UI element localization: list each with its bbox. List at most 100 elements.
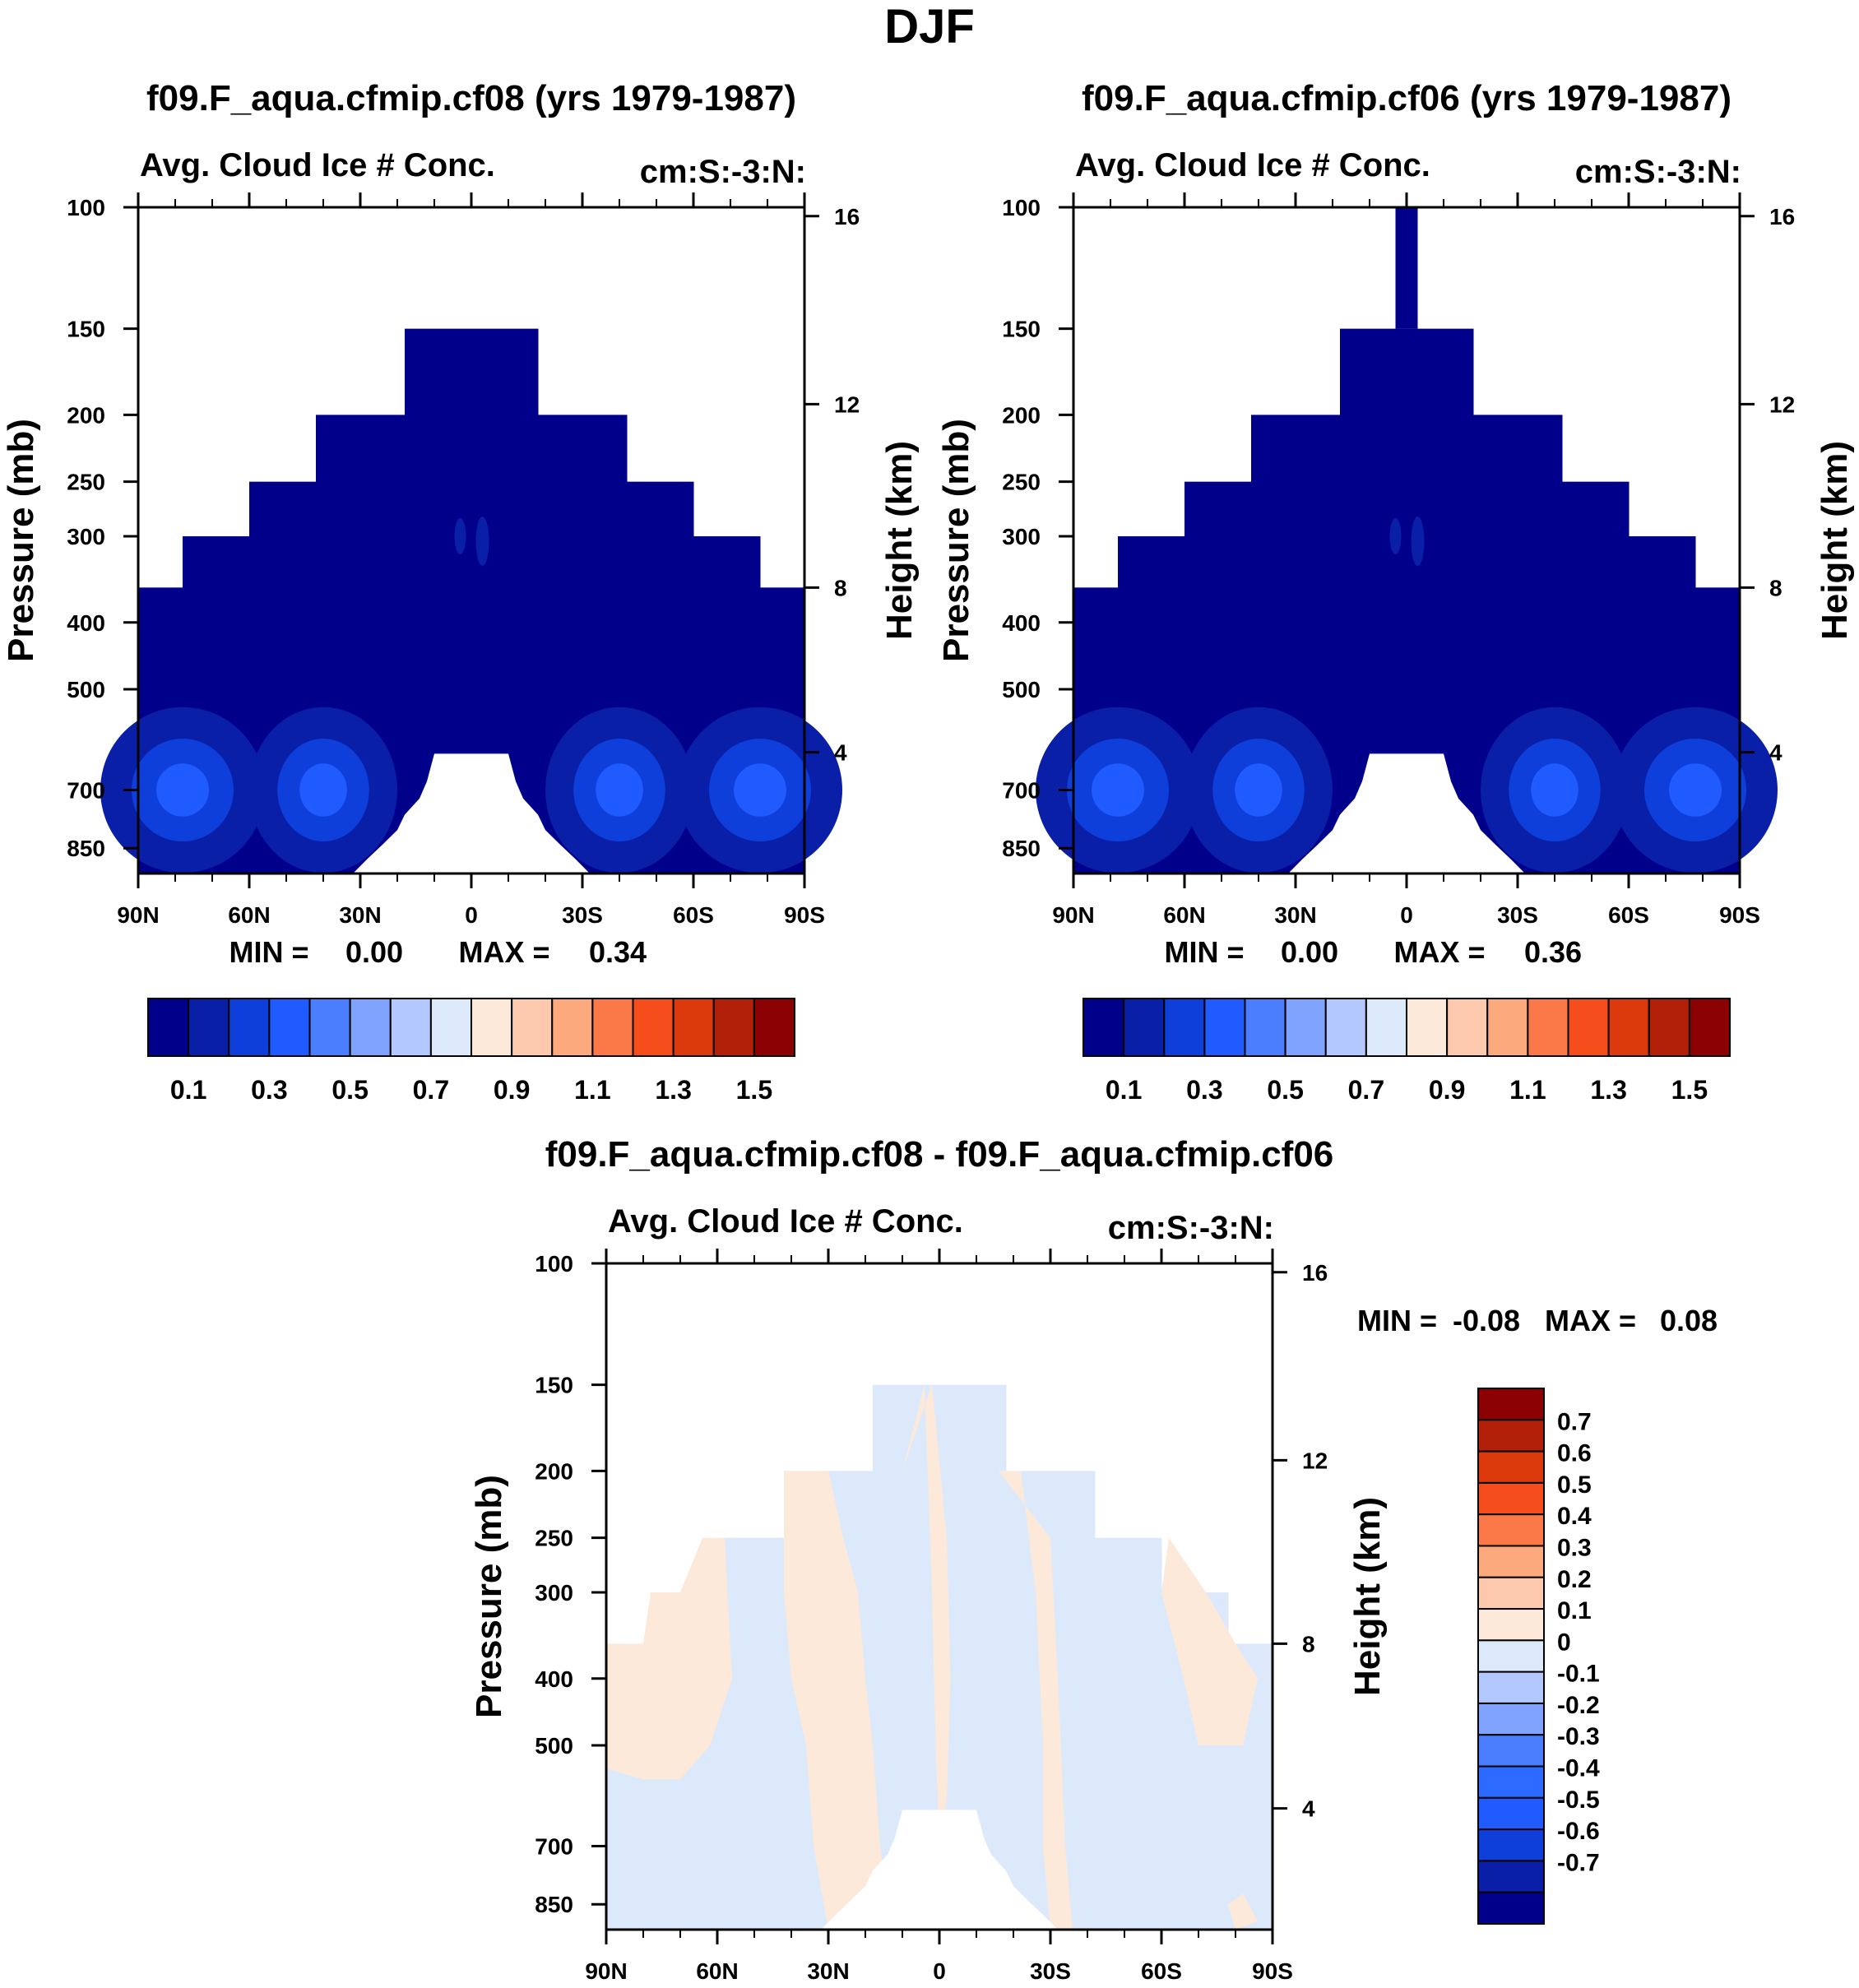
colorbar-label: 0.7 <box>1348 1075 1384 1105</box>
colorbar-swatch <box>1477 1765 1545 1799</box>
colorbar-label: 0.3 <box>1557 1534 1592 1561</box>
missing-data-region <box>821 1810 1058 1930</box>
colorbar-swatch <box>1477 1702 1545 1736</box>
stat-max-value: 0.36 <box>1524 935 1582 969</box>
colorbar-label: -0.6 <box>1557 1818 1600 1845</box>
missing-data-region <box>1288 753 1525 874</box>
x-tick-label: 30N <box>1274 902 1316 928</box>
x-tick-label: 90S <box>784 902 825 928</box>
y-right-tick-label: 8 <box>1302 1631 1315 1657</box>
field-contour <box>734 763 786 817</box>
colorbar-label: 0.4 <box>1557 1503 1592 1530</box>
x-tick-label: 90S <box>1719 902 1760 928</box>
colorbar-label: 1.1 <box>1509 1075 1546 1105</box>
colorbar-label: 0.1 <box>1557 1597 1592 1624</box>
field-region <box>1095 1537 1162 1930</box>
colorbar-swatch <box>1284 998 1327 1057</box>
chart-panel-3: f09.F_aqua.cfmip.cf08 - f09.F_aqua.cfmip… <box>469 1134 1718 1984</box>
colorbar-swatch <box>188 998 230 1057</box>
x-tick-label: 90N <box>117 902 159 928</box>
x-tick-label: 0 <box>465 902 478 928</box>
colorbar-label: 0.7 <box>1557 1408 1592 1435</box>
colorbar-swatch <box>1477 1513 1545 1547</box>
colorbar-swatch <box>1477 1860 1545 1893</box>
y-tick-label: 300 <box>67 524 105 549</box>
colorbar-swatch <box>551 998 594 1057</box>
colorbar-swatch <box>1477 1671 1545 1704</box>
colorbar-swatch <box>591 998 634 1057</box>
chart-subtitle-right: cm:S:-3:N: <box>1108 1210 1274 1246</box>
x-tick-label: 30S <box>1497 902 1538 928</box>
colorbar-label: -0.4 <box>1557 1755 1600 1782</box>
y-tick-label: 500 <box>535 1733 573 1759</box>
y-tick-label: 200 <box>67 402 105 428</box>
y-tick-label: 150 <box>67 317 105 342</box>
colorbar-swatch <box>1244 998 1286 1057</box>
chart-title: f09.F_aqua.cfmip.cf06 (yrs 1979-1987) <box>1082 78 1732 118</box>
colorbar-label: 0.9 <box>494 1075 530 1105</box>
y-right-tick-label: 4 <box>1302 1796 1315 1822</box>
field-plot <box>606 1384 1273 1930</box>
colorbar-swatch <box>268 998 311 1057</box>
x-tick-label: 0 <box>933 1958 946 1984</box>
colorbar-swatch <box>1477 1608 1545 1642</box>
colorbar-swatch <box>1486 998 1529 1057</box>
y-right-tick-label: 12 <box>834 392 860 417</box>
field-contour <box>1235 763 1282 817</box>
colorbar-label: 0.2 <box>1557 1566 1592 1593</box>
colorbar-swatch <box>1477 1481 1545 1516</box>
stat-min-value: -0.08 <box>1453 1304 1520 1337</box>
colorbar-swatch <box>349 998 392 1057</box>
colorbar-label: 1.3 <box>1590 1075 1626 1105</box>
colorbar-label: 0.7 <box>413 1075 449 1105</box>
stat-max-label: MAX = <box>1393 935 1485 969</box>
field-contour <box>606 1537 732 1780</box>
colorbar-swatch <box>1123 998 1166 1057</box>
colorbar-swatch <box>1406 998 1449 1057</box>
stat-min-label: MIN = <box>1164 935 1244 969</box>
colorbar-swatch <box>1477 1891 1545 1925</box>
y-tick-label: 400 <box>1002 610 1041 636</box>
stat-max-value: 0.08 <box>1660 1304 1718 1337</box>
colorbar-label: -0.1 <box>1557 1661 1600 1688</box>
chart-panel-1: f09.F_aqua.cfmip.cf08 (yrs 1979-1987) Avg… <box>1 78 920 1105</box>
colorbar-swatch <box>1477 1639 1545 1673</box>
chart-subtitle-left: Avg. Cloud Ice # Conc. <box>608 1203 963 1240</box>
colorbar-swatch <box>1607 998 1650 1057</box>
y-right-tick-label: 4 <box>1769 740 1783 766</box>
x-tick-label: 30S <box>1030 1958 1071 1984</box>
y-tick-label: 100 <box>67 195 105 220</box>
x-tick-label: 90N <box>585 1958 627 1984</box>
field-contour <box>475 517 489 567</box>
y-axis-right-label: Height (km) <box>879 441 920 640</box>
chart-title: f09.F_aqua.cfmip.cf08 (yrs 1979-1987) <box>146 78 796 118</box>
chart-panel-2: f09.F_aqua.cfmip.cf06 (yrs 1979-1987) Avg… <box>936 78 1855 1105</box>
y-right-tick-label: 12 <box>1769 392 1795 417</box>
y-tick-label: 700 <box>535 1834 573 1860</box>
colorbar-swatch <box>753 998 795 1057</box>
x-tick-label: 30N <box>339 902 381 928</box>
y-tick-label: 700 <box>1002 778 1041 804</box>
colorbar-swatch <box>1324 998 1367 1057</box>
y-tick-label: 150 <box>1002 317 1041 342</box>
y-right-tick-label: 12 <box>1302 1448 1328 1473</box>
colorbar-label: 0.6 <box>1557 1440 1592 1467</box>
colorbar-label: 0.9 <box>1429 1075 1465 1105</box>
y-tick-label: 150 <box>535 1373 573 1398</box>
field-plot <box>1036 207 1778 874</box>
y-axis-right-label: Height (km) <box>1815 441 1855 640</box>
field-contour <box>1389 518 1402 555</box>
colorbar-swatch <box>1203 998 1246 1057</box>
colorbar-swatch <box>1527 998 1569 1057</box>
y-right-tick-label: 8 <box>834 575 847 600</box>
stat-min-label: MIN = <box>229 935 308 969</box>
colorbar-swatch <box>1567 998 1610 1057</box>
colorbar-swatch <box>712 998 755 1057</box>
colorbar-label: 0.5 <box>331 1075 368 1105</box>
colorbar-label: -0.3 <box>1557 1723 1600 1750</box>
colorbar-label: -0.5 <box>1557 1786 1600 1814</box>
y-tick-label: 400 <box>67 610 105 636</box>
y-tick-label: 200 <box>1002 402 1041 428</box>
missing-data-region <box>353 753 590 874</box>
